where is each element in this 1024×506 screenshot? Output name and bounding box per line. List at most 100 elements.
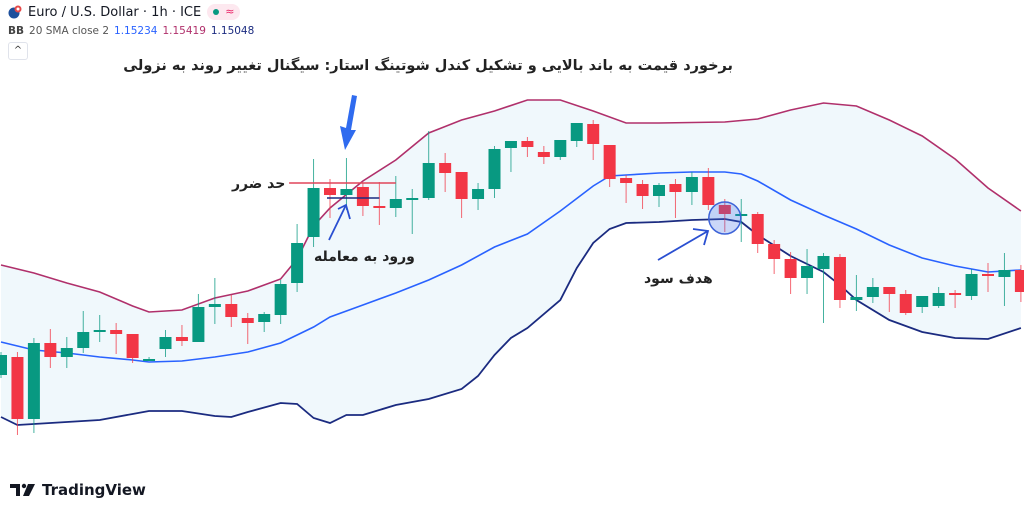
candles xyxy=(0,120,1024,435)
candle-body xyxy=(159,337,172,349)
candle xyxy=(982,263,994,292)
candle xyxy=(11,352,24,435)
candle xyxy=(192,294,205,342)
candle xyxy=(439,153,452,192)
candle-body xyxy=(208,304,221,307)
candle-body xyxy=(669,184,682,192)
candle-body xyxy=(241,318,254,323)
market-open-dot-icon xyxy=(213,9,220,15)
candle xyxy=(899,290,912,315)
indicator-name: BB xyxy=(8,25,25,37)
candle-body xyxy=(340,189,353,195)
symbol-title: Euro / U.S. Dollar · 1h · ICE xyxy=(28,4,202,20)
candle-body xyxy=(274,284,287,315)
candle-body xyxy=(965,274,978,296)
candle-body xyxy=(850,297,863,300)
candle xyxy=(669,179,682,218)
candle-body xyxy=(702,177,715,205)
candle-body xyxy=(636,184,649,196)
candle xyxy=(570,123,583,147)
candle xyxy=(27,338,40,433)
candle xyxy=(718,199,731,232)
candle-body xyxy=(192,307,205,342)
candle-body xyxy=(324,188,336,195)
candle xyxy=(307,159,320,247)
candle xyxy=(488,146,501,198)
candle-body xyxy=(422,163,435,198)
annotation-entry: ورود به معامله xyxy=(314,249,415,265)
candle-body xyxy=(554,140,567,157)
candle xyxy=(537,146,550,164)
candle-body xyxy=(472,189,485,199)
candle xyxy=(751,212,764,253)
signal-arrow-icon xyxy=(340,95,357,150)
candle-body xyxy=(126,334,139,358)
target-arrow-icon xyxy=(657,228,710,261)
candle xyxy=(817,253,830,323)
candle xyxy=(406,189,419,234)
candle xyxy=(883,287,896,312)
candle-body xyxy=(570,123,583,141)
candle-body xyxy=(77,332,90,348)
candle xyxy=(932,287,945,308)
candle xyxy=(603,145,616,187)
candle-body xyxy=(718,205,731,214)
candle xyxy=(225,295,238,327)
collapse-legend-button[interactable]: ^ xyxy=(8,42,28,60)
eur-usd-flag-icon xyxy=(8,5,22,19)
candle xyxy=(521,137,534,157)
candle-body xyxy=(0,355,7,375)
indicator-upper-value: 1.15419 xyxy=(162,25,206,37)
candle-body xyxy=(866,287,879,297)
bollinger-band-fill xyxy=(1,100,1021,425)
candle xyxy=(175,325,188,346)
market-status-badge[interactable]: ≈ xyxy=(207,4,241,20)
indicator-legend[interactable]: BB 20 SMA close 2 1.15234 1.15419 1.1504… xyxy=(8,25,254,37)
entry-arrow-icon xyxy=(328,203,351,241)
candle xyxy=(620,175,633,203)
candle xyxy=(587,120,600,160)
candle xyxy=(373,182,386,225)
candle xyxy=(866,278,879,303)
candle-body xyxy=(44,343,57,357)
candle-body xyxy=(455,172,468,199)
annotation-title: برخورد قیمت به باند بالایی و تشکیل کندل … xyxy=(123,58,733,74)
candle xyxy=(653,183,665,207)
candle-body xyxy=(439,163,452,173)
indicator-lower-value: 1.15048 xyxy=(210,25,255,37)
annotation-stop-loss: حد ضرر xyxy=(232,176,286,192)
candle-body xyxy=(60,348,73,357)
candle xyxy=(159,330,172,357)
candle xyxy=(208,278,221,324)
tradingview-logo[interactable]: TradingView xyxy=(10,481,146,499)
symbol-header[interactable]: Euro / U.S. Dollar · 1h · ICE ≈ xyxy=(8,4,241,20)
candle-body xyxy=(504,141,517,148)
basis-line xyxy=(0,171,1021,363)
indicator-params: 20 SMA close 2 xyxy=(29,25,110,37)
candle xyxy=(44,329,57,368)
candle xyxy=(0,352,7,378)
upper-band-line xyxy=(0,99,1022,313)
candle xyxy=(636,180,649,209)
candle-body xyxy=(603,145,616,179)
candle-body xyxy=(587,124,600,144)
candle xyxy=(1014,265,1024,302)
indicator-basis-value: 1.15234 xyxy=(114,25,158,37)
candle xyxy=(93,315,106,342)
candle-body xyxy=(225,304,238,317)
candle xyxy=(702,168,715,210)
candle-body xyxy=(768,244,781,259)
candle-body xyxy=(521,141,534,147)
candle xyxy=(916,296,929,313)
candle xyxy=(274,280,287,324)
candle xyxy=(291,224,304,292)
candle-body xyxy=(899,294,912,313)
candle xyxy=(768,240,781,274)
candle-body xyxy=(949,293,962,295)
candle-body xyxy=(373,206,386,208)
candle xyxy=(949,290,962,308)
candle xyxy=(77,311,90,353)
candle-body xyxy=(751,214,764,244)
candle-body xyxy=(406,198,419,200)
